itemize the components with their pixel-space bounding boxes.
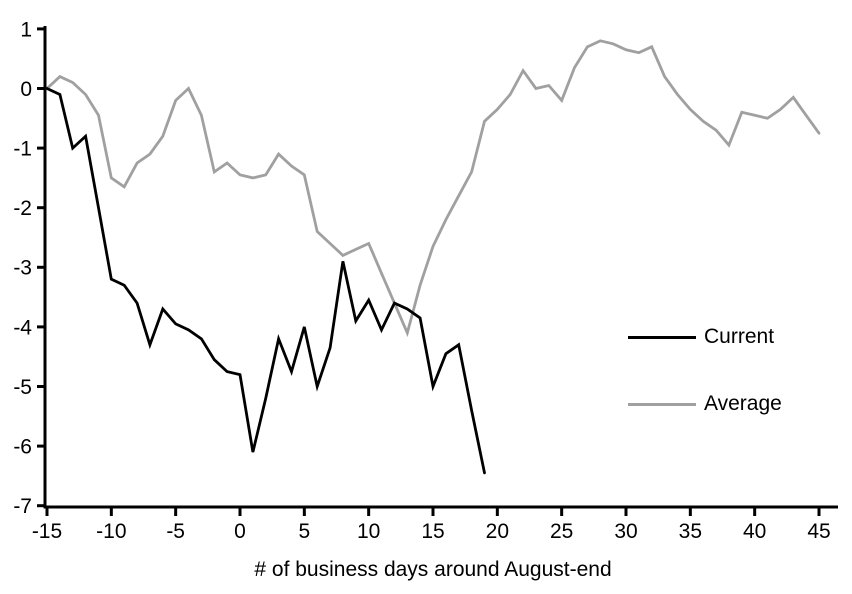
series-line-average xyxy=(45,39,821,338)
x-tick-label: 30 xyxy=(614,520,637,543)
y-tick-label: -6 xyxy=(13,435,32,458)
legend: Current Average xyxy=(628,324,782,417)
x-tick-label: 25 xyxy=(550,520,573,543)
x-tick-label: 40 xyxy=(743,520,766,543)
x-tick-label: 45 xyxy=(807,520,830,543)
x-tick-label: 10 xyxy=(357,520,380,543)
x-tick-label: 5 xyxy=(298,520,310,543)
y-tick-label: 1 xyxy=(20,18,32,41)
average-line-swatch xyxy=(628,402,696,406)
x-tick-label: 35 xyxy=(679,520,702,543)
x-tick-label: -10 xyxy=(96,520,126,543)
x-tick-label: 15 xyxy=(421,520,444,543)
series-line-current xyxy=(45,87,486,475)
y-tick-label: 0 xyxy=(20,78,32,101)
y-tick-label: -3 xyxy=(13,257,32,280)
current-line-swatch xyxy=(628,335,696,339)
legend-label-average: Average xyxy=(704,392,782,415)
legend-label-current: Current xyxy=(704,325,775,348)
x-tick-label: 20 xyxy=(486,520,509,543)
y-tick-label: -4 xyxy=(13,316,32,339)
x-axis-title: # of business days around August-end xyxy=(254,558,612,581)
y-tick-label: -2 xyxy=(13,197,32,220)
legend-item-average: Average xyxy=(628,391,782,417)
x-tick-label: 0 xyxy=(234,520,246,543)
y-tick-label: -1 xyxy=(13,137,32,160)
x-tick-label: -5 xyxy=(166,520,185,543)
x-tick-label: -15 xyxy=(32,520,62,543)
y-tick-label: -5 xyxy=(13,376,32,399)
y-tick-label: -7 xyxy=(13,495,32,518)
legend-item-current: Current xyxy=(628,324,782,350)
